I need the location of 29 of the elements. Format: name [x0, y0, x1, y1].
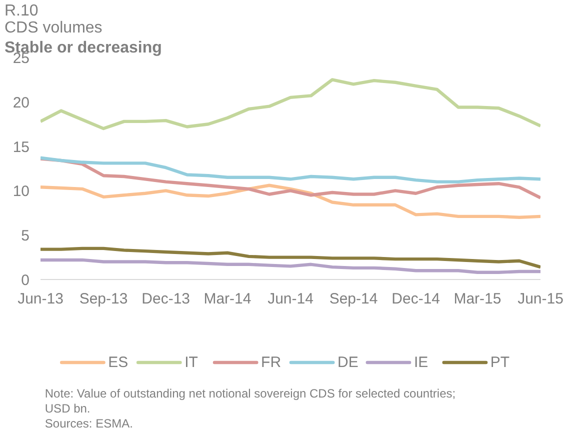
x-tick-label: Sep-14 — [329, 290, 378, 308]
line-series — [40, 258, 540, 274]
x-tick-label: Mar-15 — [454, 290, 502, 308]
source-note: Sources: ESMA. — [44, 416, 133, 430]
x-tick-label: Dec-14 — [392, 290, 440, 308]
legend-label: ES — [108, 354, 128, 371]
line-series — [40, 184, 540, 219]
chart-title: R.10 CDS volumes — [4, 2, 102, 36]
x-tick-label: Jun-14 — [268, 290, 314, 308]
legend-label: PT — [490, 354, 510, 371]
y-tick-label: 10 — [12, 183, 30, 200]
y-tick-label: 0 — [21, 272, 30, 289]
x-tick-label: Dec-13 — [142, 290, 190, 308]
line-series — [40, 78, 540, 130]
text: Note: Value of outstanding net notional sovereign CDS for selected countries; USD bn. — [44, 386, 456, 416]
line-series — [40, 157, 540, 200]
legend-label: IT — [184, 354, 198, 371]
x-tick-label: Jun-15 — [518, 290, 564, 308]
y-tick-label: 20 — [12, 94, 30, 112]
x-tick-label: Mar-14 — [204, 290, 252, 308]
y-tick-label: 5 — [21, 228, 30, 245]
x-tick-label: Jun-13 — [18, 290, 64, 308]
legend-label: DE — [338, 354, 358, 371]
y-tick-label: 15 — [12, 138, 30, 156]
legend-label: IE — [414, 354, 428, 371]
line-series — [40, 156, 540, 184]
x-tick-label: Sep-13 — [79, 290, 128, 308]
line-series — [40, 246, 540, 269]
legend-label: FR — [261, 354, 282, 371]
